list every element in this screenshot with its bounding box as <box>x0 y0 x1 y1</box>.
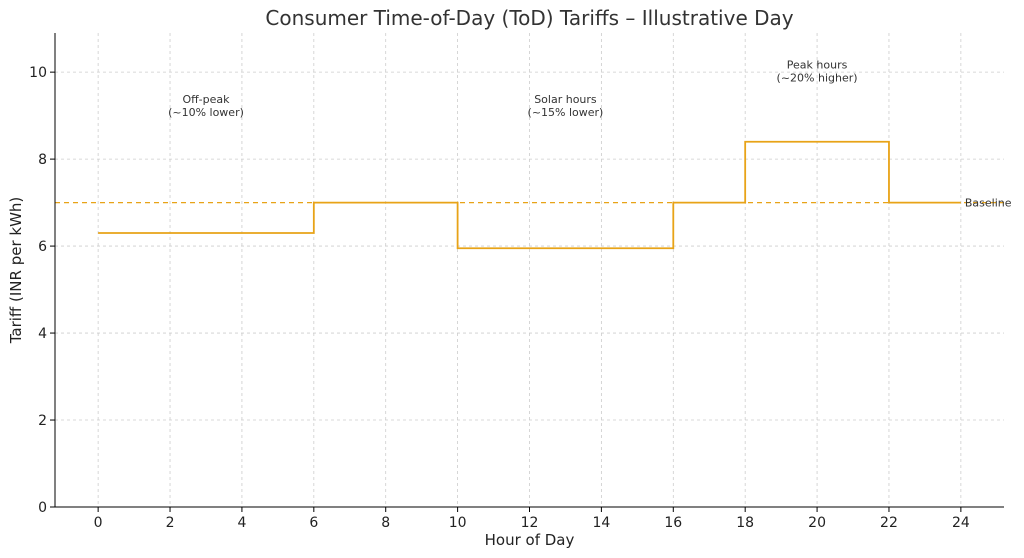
x-axis-label: Hour of Day <box>485 531 575 549</box>
x-tick-label: 16 <box>664 515 682 531</box>
annotation-title: Off-peak <box>182 93 230 106</box>
x-tick-label: 0 <box>94 515 103 531</box>
chart-title: Consumer Time-of-Day (ToD) Tariffs – Ill… <box>265 6 793 30</box>
annotation-detail: (~15% lower) <box>528 106 604 119</box>
annotations: Off-peak(~10% lower) Solar hours(~15% low… <box>168 58 858 119</box>
x-tick-label: 20 <box>808 515 826 531</box>
y-tick-label: 8 <box>38 152 47 168</box>
y-tick-label: 10 <box>29 65 47 81</box>
x-tick-label: 22 <box>880 515 898 531</box>
x-tick-label: 14 <box>592 515 610 531</box>
x-tick-label: 10 <box>449 515 467 531</box>
y-tick-label: 6 <box>38 239 47 255</box>
tariff-points <box>98 141 961 249</box>
x-tick-label: 18 <box>736 515 754 531</box>
y-tick-label: 4 <box>38 326 47 342</box>
baseline-label: Baseline <box>965 197 1012 210</box>
annotation-title: Solar hours <box>534 93 597 106</box>
x-tick-label: 12 <box>521 515 539 531</box>
x-tick-label: 4 <box>237 515 246 531</box>
y-tick-label: 2 <box>38 413 47 429</box>
x-tick-label: 24 <box>952 515 970 531</box>
annotation-detail: (~10% lower) <box>168 106 244 119</box>
y-axis-label: Tariff (INR per kWh) <box>7 197 25 345</box>
x-tick-label: 8 <box>381 515 390 531</box>
annotation-title: Peak hours <box>787 58 848 71</box>
annotation-detail: (~20% higher) <box>777 71 858 84</box>
y-ticks: 0 2 4 6 8 10 <box>29 65 55 516</box>
x-ticks: 0 2 4 6 8 10 12 14 16 18 20 22 24 <box>94 507 970 531</box>
y-tick-label: 0 <box>38 500 47 516</box>
x-tick-label: 6 <box>309 515 318 531</box>
x-tick-label: 2 <box>166 515 175 531</box>
tariff-series-line <box>98 140 961 250</box>
